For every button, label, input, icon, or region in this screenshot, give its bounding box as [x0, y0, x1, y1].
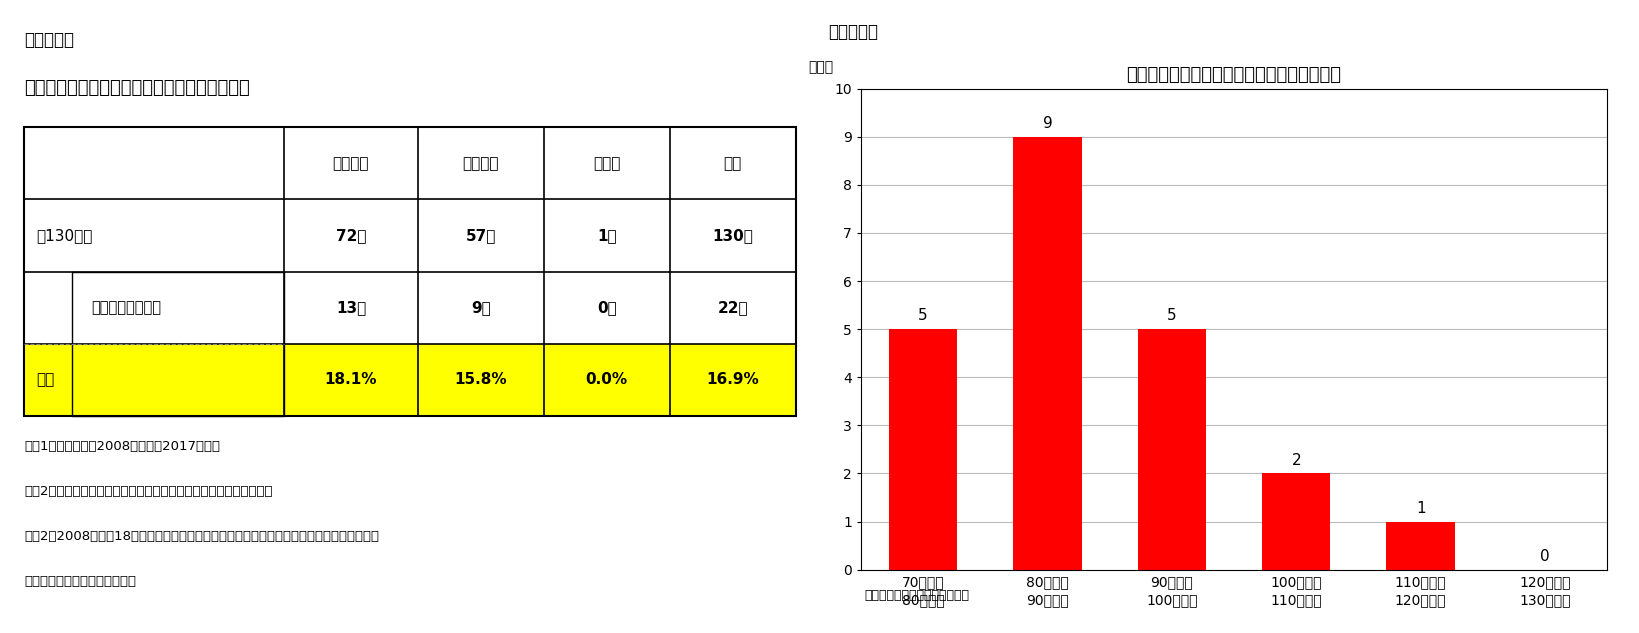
Title: 決定会合前日のドル円レートと緩和決定回数: 決定会合前日のドル円レートと緩和決定回数	[1126, 66, 1341, 84]
Text: 全体: 全体	[723, 156, 741, 171]
Text: 各決定会合間のドル円の方向性と緩和決定回数: 各決定会合間のドル円の方向性と緩和決定回数	[25, 79, 249, 97]
Bar	[1137, 329, 1205, 570]
Text: （注2）ドル円の方向性は、前回決定会合日と決定会合前日との比較: （注2）ドル円の方向性は、前回決定会合日と決定会合前日との比較	[25, 485, 272, 498]
Text: （注1）対象期間は2008年１月～2017年３月: （注1）対象期間は2008年１月～2017年３月	[25, 440, 220, 453]
Text: 1回: 1回	[597, 228, 616, 243]
Text: 72回: 72回	[336, 228, 365, 243]
Bar	[1262, 473, 1329, 570]
Text: 15.8%: 15.8%	[454, 372, 506, 387]
Text: 9回: 9回	[470, 300, 490, 315]
Text: 0.0%: 0.0%	[585, 372, 628, 387]
Text: 5: 5	[918, 308, 928, 323]
Text: 9: 9	[1042, 116, 1052, 131]
Text: 57回: 57回	[465, 228, 495, 243]
Text: 円安進行: 円安進行	[462, 156, 498, 171]
Text: （図表７）: （図表７）	[828, 23, 877, 41]
Bar	[888, 329, 957, 570]
Text: うち金融緩和決定: うち金融緩和決定	[92, 300, 161, 315]
Text: （回）: （回）	[808, 60, 833, 74]
Text: 割合: 割合	[36, 372, 54, 387]
Text: （資料）日銀資料より筆者作成: （資料）日銀資料より筆者作成	[25, 575, 136, 588]
Text: （注2）2008年９月18日会合は前日と連続開催でドル円の方向性が無いため、その他とした: （注2）2008年９月18日会合は前日と連続開催でドル円の方向性が無いため、その…	[25, 530, 379, 543]
Text: （図表６）: （図表６）	[25, 31, 74, 49]
Text: 22回: 22回	[716, 300, 747, 315]
Text: 0: 0	[1539, 549, 1549, 564]
Text: 16.9%: 16.9%	[706, 372, 759, 387]
Bar	[25, 127, 795, 416]
Text: 18.1%: 18.1%	[325, 372, 377, 387]
Text: 13回: 13回	[336, 300, 365, 315]
Text: 円高進行: 円高進行	[333, 156, 369, 171]
Bar	[25, 344, 795, 416]
Text: 130回: 130回	[711, 228, 752, 243]
Text: その他: その他	[593, 156, 620, 171]
Text: 5: 5	[1167, 308, 1177, 323]
Bar	[25, 127, 795, 416]
Bar	[1385, 522, 1454, 570]
Bar	[1013, 137, 1082, 570]
Text: 全130会合: 全130会合	[36, 228, 92, 243]
Text: 0回: 0回	[597, 300, 616, 315]
Bar	[72, 272, 284, 416]
Text: 2: 2	[1290, 453, 1300, 468]
Text: （資料）日銀資料より筆者作成: （資料）日銀資料より筆者作成	[864, 589, 969, 602]
Text: 1: 1	[1414, 501, 1424, 516]
